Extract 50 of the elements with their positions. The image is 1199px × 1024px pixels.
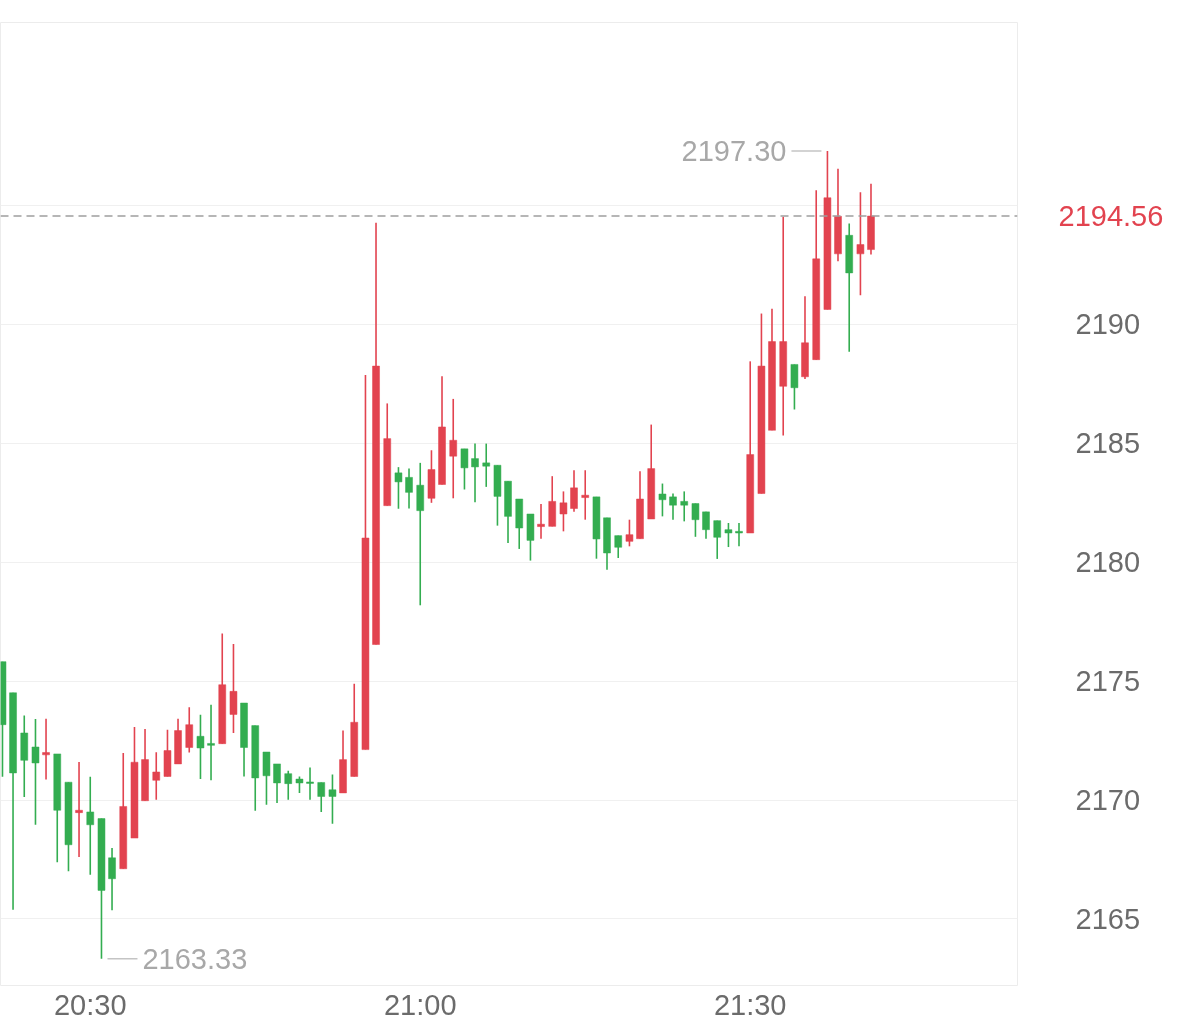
candlestick	[42, 717, 50, 781]
candlestick	[614, 534, 622, 559]
candlestick	[306, 766, 314, 801]
candlestick	[86, 775, 94, 876]
x-tick-label: 21:30	[713, 988, 787, 1021]
candlestick	[108, 847, 116, 912]
y-tick-label: 2185	[1075, 427, 1141, 460]
candlestick	[460, 448, 469, 491]
x-tick-label: 21:00	[383, 988, 457, 1021]
candlestick	[207, 703, 215, 782]
y-tick-label: 2170	[1075, 784, 1141, 817]
candlestick	[229, 643, 238, 734]
candlestick	[75, 761, 83, 858]
candlestick	[185, 706, 193, 754]
candlestick	[405, 467, 413, 510]
candlestick	[31, 718, 40, 826]
candlestick	[680, 490, 688, 523]
y-tick-label: 2175	[1075, 665, 1141, 698]
y-tick-label: 2180	[1075, 546, 1141, 579]
candlestick	[482, 442, 490, 488]
candlestick	[537, 503, 545, 540]
candlestick	[625, 518, 634, 548]
candlestick	[394, 466, 403, 510]
candlestick	[658, 482, 667, 518]
annotation: 2163.33	[142, 942, 248, 975]
candlestick	[196, 713, 205, 780]
candlestick	[559, 490, 568, 533]
candlestick	[713, 519, 721, 560]
candlestick	[724, 522, 733, 548]
y-tick-label: 2165	[1075, 902, 1141, 935]
candlestick	[702, 511, 710, 540]
candlestick	[317, 781, 325, 813]
candlestick	[273, 763, 281, 804]
candlestick	[471, 442, 479, 504]
candlestick	[669, 492, 677, 521]
candlestick	[735, 522, 743, 548]
candlestick	[449, 398, 457, 500]
candlestick	[581, 469, 589, 521]
candlestick	[262, 751, 271, 806]
y-tick-label: 2190	[1075, 308, 1141, 341]
candlestick	[284, 769, 292, 801]
ref-line-label: 2194.56	[1058, 200, 1164, 233]
candlestick	[152, 751, 160, 801]
candlestick	[570, 469, 578, 513]
annotation: 2197.30	[681, 134, 787, 167]
candlestick	[691, 502, 700, 538]
x-tick-label: 20:30	[53, 988, 127, 1021]
candlestick	[790, 363, 799, 411]
candlestick	[856, 191, 865, 297]
candlestick	[328, 773, 337, 825]
